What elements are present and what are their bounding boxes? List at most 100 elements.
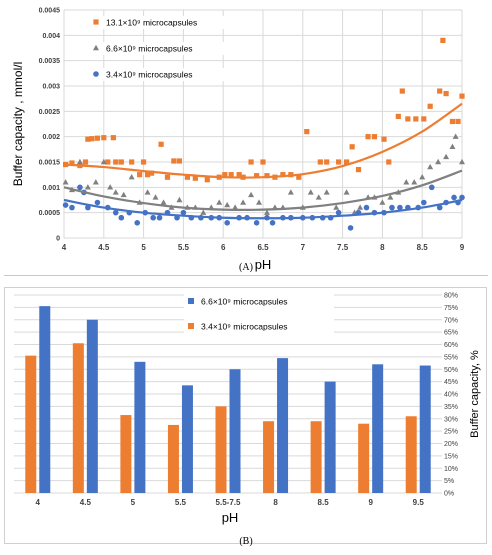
data-point bbox=[436, 204, 443, 211]
x-tick-label: 5.5 bbox=[175, 498, 187, 507]
legend-swatch bbox=[188, 323, 194, 329]
data-point bbox=[222, 172, 228, 178]
y-tick-label: 0.003 bbox=[42, 84, 60, 91]
data-point bbox=[224, 201, 231, 208]
legend-marker-circle bbox=[93, 71, 99, 77]
data-point bbox=[443, 153, 450, 160]
data-point bbox=[264, 173, 270, 179]
y-tick-label: 75% bbox=[444, 305, 458, 312]
legend-label: 6.6×10⁹ microcapsules bbox=[106, 44, 193, 54]
data-point bbox=[419, 174, 426, 180]
data-point bbox=[144, 172, 151, 178]
data-point bbox=[113, 159, 119, 165]
data-point bbox=[232, 204, 239, 210]
data-point bbox=[459, 194, 465, 201]
bar bbox=[181, 385, 193, 493]
data-point bbox=[171, 158, 177, 164]
chart-a-svg: 0 0.0005 0.001 0.0015 0.002 0.0025 0.003 0.0035… bbox=[11, 8, 465, 272]
data-point bbox=[120, 191, 127, 198]
data-point bbox=[144, 189, 151, 195]
x-tick-label: 9 bbox=[368, 498, 373, 507]
series-square-points bbox=[62, 37, 465, 183]
legend-bg bbox=[92, 68, 242, 81]
data-point bbox=[427, 103, 433, 109]
y-tick-label: 35% bbox=[444, 404, 458, 411]
data-point bbox=[158, 141, 164, 147]
x-tick-label: 5 bbox=[141, 243, 146, 252]
data-point bbox=[82, 159, 89, 165]
y-tick-label: 55% bbox=[444, 354, 458, 361]
data-point bbox=[94, 135, 101, 141]
data-point bbox=[62, 202, 69, 208]
y-tick-label: 40% bbox=[444, 392, 458, 399]
bar bbox=[324, 381, 336, 493]
y-axis-label: Buffer capacity, % bbox=[469, 350, 481, 438]
y-tick-label: 70% bbox=[444, 317, 458, 324]
data-point bbox=[304, 129, 310, 135]
data-point bbox=[459, 158, 465, 165]
y-tick-label: 0.0005 bbox=[39, 210, 61, 217]
legend-bg bbox=[184, 294, 334, 308]
x-tick-label: 8.5 bbox=[417, 243, 429, 252]
data-point bbox=[85, 136, 91, 142]
data-point bbox=[94, 199, 101, 206]
data-point bbox=[411, 179, 418, 185]
legend-swatch bbox=[188, 298, 194, 304]
data-point bbox=[381, 136, 387, 142]
data-point bbox=[435, 158, 442, 165]
data-point bbox=[84, 184, 91, 190]
data-point bbox=[69, 204, 75, 211]
chart-a: 0 0.0005 0.001 0.0015 0.002 0.0025 0.003 0.0035… bbox=[11, 8, 465, 272]
data-point bbox=[315, 194, 322, 200]
x-tick-label: 5 bbox=[131, 498, 136, 507]
data-point bbox=[459, 93, 465, 99]
data-point bbox=[395, 113, 401, 119]
data-point bbox=[333, 204, 340, 210]
data-point bbox=[440, 37, 446, 43]
y-tick-label: 0.0045 bbox=[39, 8, 61, 15]
data-point bbox=[141, 159, 147, 165]
data-point bbox=[112, 189, 119, 195]
data-point bbox=[105, 159, 111, 165]
y-tick-label: 0.0015 bbox=[39, 160, 61, 167]
data-point bbox=[386, 159, 392, 165]
data-point bbox=[336, 159, 342, 165]
data-point bbox=[343, 189, 350, 195]
bar bbox=[167, 424, 179, 493]
bar bbox=[372, 364, 384, 493]
data-point bbox=[397, 204, 403, 211]
data-point bbox=[128, 174, 135, 180]
data-point bbox=[254, 173, 260, 179]
data-point bbox=[343, 159, 350, 165]
data-point bbox=[379, 199, 386, 205]
data-point bbox=[248, 159, 254, 165]
data-point bbox=[437, 88, 443, 94]
legend-label: 6.6×10⁹ microcapsules bbox=[201, 297, 288, 307]
chart-b-frame bbox=[4, 287, 487, 544]
data-point bbox=[107, 184, 114, 190]
data-point bbox=[269, 220, 276, 226]
data-point bbox=[387, 194, 394, 200]
data-point bbox=[192, 175, 198, 181]
x-tick-label: 7.5 bbox=[337, 243, 349, 252]
data-point bbox=[148, 170, 155, 176]
legend-label: 3.4×10⁹ microcapsules bbox=[201, 322, 288, 332]
x-tick-label: 8.5 bbox=[318, 498, 330, 507]
x-tick-label: 7 bbox=[301, 243, 306, 252]
data-point bbox=[287, 189, 294, 195]
data-point bbox=[236, 172, 242, 178]
legend-bg bbox=[184, 319, 334, 333]
data-point bbox=[256, 199, 263, 205]
panel-divider bbox=[4, 275, 488, 276]
data-point bbox=[137, 172, 143, 178]
x-tick-label: 8 bbox=[273, 498, 278, 507]
panel-label-b: (B) bbox=[239, 536, 253, 547]
data-point bbox=[428, 184, 435, 191]
y-tick-label: 60% bbox=[444, 342, 458, 349]
data-point bbox=[371, 134, 378, 140]
x-tick-label: 6.5 bbox=[257, 243, 269, 252]
data-point bbox=[403, 179, 410, 185]
x-tick-label: 4 bbox=[36, 498, 41, 507]
data-point bbox=[176, 158, 183, 164]
legend-bg bbox=[92, 42, 242, 55]
